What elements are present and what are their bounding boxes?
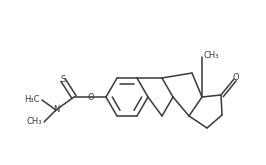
Text: H₃C: H₃C — [24, 96, 40, 104]
Text: S: S — [60, 75, 66, 83]
Text: O: O — [233, 73, 239, 82]
Text: CH₃: CH₃ — [204, 51, 219, 61]
Text: N: N — [53, 105, 59, 115]
Text: CH₃: CH₃ — [27, 117, 42, 127]
Text: O: O — [88, 93, 94, 101]
